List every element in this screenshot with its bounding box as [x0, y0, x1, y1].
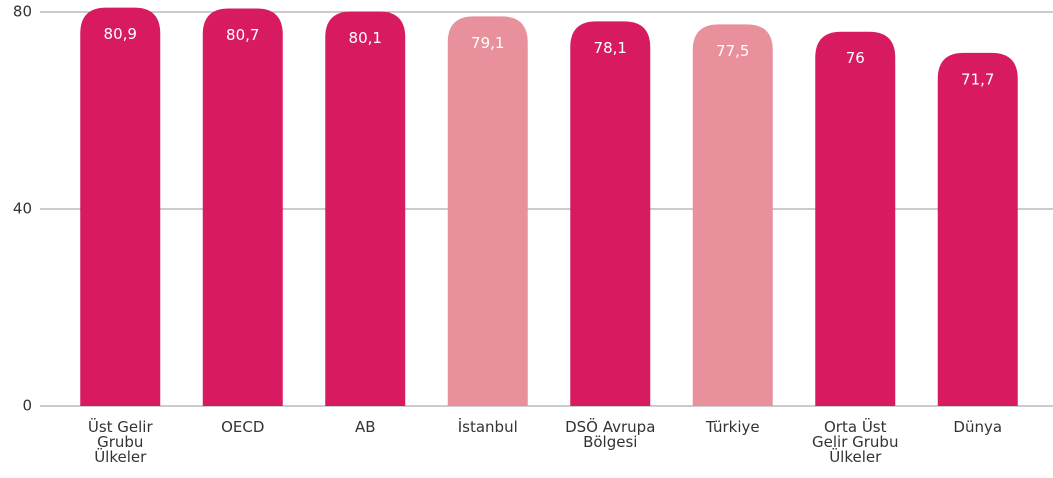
x-tick-label: Türkiye [705, 418, 760, 436]
y-tick-label: 0 [22, 397, 32, 415]
x-tick-label: AB [354, 418, 376, 436]
bar [692, 24, 773, 406]
value-label: 78,1 [594, 39, 627, 57]
bar [325, 11, 406, 406]
bar [937, 52, 1018, 406]
value-label: 79,1 [471, 34, 504, 52]
bar [815, 31, 896, 406]
value-label: 71,7 [961, 70, 994, 88]
x-tick-label: DSÖ Avrupa Bölgesi [565, 418, 656, 451]
x-tick-label: Üst Gelir Grubu Ülkeler [87, 418, 153, 466]
y-tick-label: 80 [13, 3, 32, 21]
value-label: 80,7 [226, 26, 259, 44]
value-label: 76 [846, 49, 865, 67]
bar [80, 7, 161, 406]
x-tick-label: İstanbul [457, 418, 518, 436]
bar [570, 21, 651, 406]
value-label: 77,5 [716, 42, 749, 60]
x-tick-label: Dünya [953, 418, 1003, 436]
x-tick-label: Orta Üst Gelir Grubu Ülkeler [812, 418, 899, 466]
y-tick-label: 40 [13, 200, 32, 218]
value-label: 80,1 [349, 29, 382, 47]
bar [202, 8, 283, 407]
x-tick-label: OECD [221, 418, 265, 436]
bar [447, 16, 528, 407]
value-label: 80,9 [104, 25, 137, 43]
